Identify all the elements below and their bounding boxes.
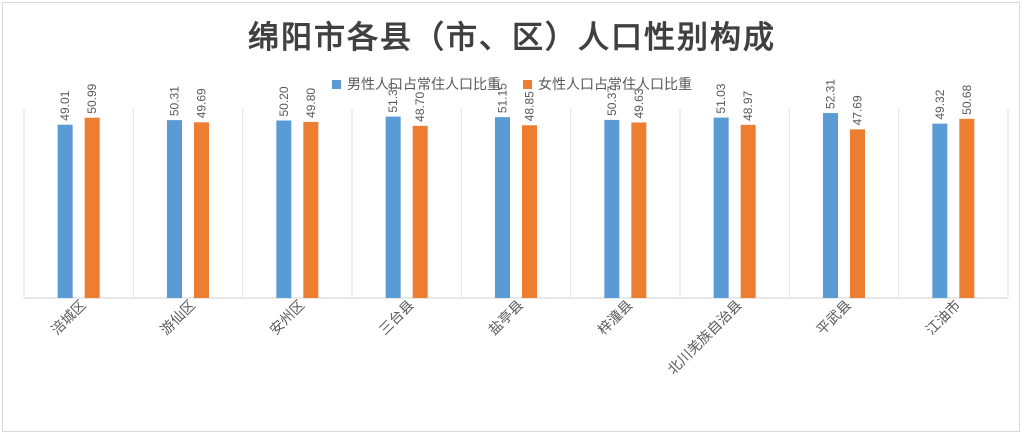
data-label: 50.68	[960, 84, 974, 114]
bar-female-8	[959, 118, 975, 298]
data-label: 49.80	[304, 88, 318, 118]
legend-label-male: 男性人口占常住人口比重	[347, 77, 501, 93]
bar-female-0	[84, 117, 100, 298]
data-label: 51.30	[386, 82, 400, 112]
data-label: 50.37	[605, 86, 619, 116]
category-label: 江油市	[922, 297, 964, 339]
category-label: 平武县	[814, 298, 855, 339]
bar-male-3	[385, 116, 401, 298]
data-label: 50.31	[168, 86, 182, 116]
bar-female-3	[412, 125, 428, 298]
chart-title: 绵阳市各县（市、区）人口性别构成	[248, 20, 776, 56]
data-label: 50.99	[85, 83, 99, 113]
bar-male-2	[276, 120, 292, 298]
legend-swatch-male	[332, 79, 341, 89]
data-label: 48.97	[741, 91, 755, 121]
category-label: 盐亭县	[485, 297, 527, 339]
bar-male-1	[167, 120, 182, 298]
bar-female-4	[522, 125, 537, 298]
legend-label-female: 女性人口占常住人口比重	[538, 77, 692, 93]
bar-male-0	[57, 124, 73, 298]
data-label: 47.69	[851, 95, 865, 125]
data-label: 48.85	[523, 91, 537, 121]
chart-legend: 男性人口占常住人口比重 女性人口占常住人口比重	[0, 74, 1024, 94]
category-label: 安州区	[267, 298, 308, 339]
category-label: 北川羌族自治县	[665, 298, 746, 379]
category-label: 三台县	[376, 298, 417, 339]
bar-female-5	[631, 122, 647, 299]
legend-item-female: 女性人口占常住人口比重	[523, 74, 692, 94]
data-label: 49.32	[933, 89, 947, 119]
bar-female-6	[740, 124, 756, 298]
data-label: 51.03	[714, 83, 728, 113]
data-label: 50.20	[277, 86, 291, 116]
legend-item-male: 男性人口占常住人口比重	[332, 74, 501, 94]
bar-male-5	[604, 119, 620, 299]
legend-swatch-female	[523, 79, 532, 89]
data-label: 49.63	[632, 88, 646, 118]
bar-male-7	[823, 113, 838, 298]
category-label: 游仙区	[158, 298, 199, 339]
category-label: 梓潼县	[594, 297, 636, 339]
bar-male-4	[495, 117, 510, 298]
bar-female-1	[194, 122, 209, 298]
data-label: 52.31	[824, 79, 838, 109]
bar-male-8	[932, 123, 948, 299]
data-label: 49.69	[195, 88, 209, 118]
bar-male-6	[713, 117, 729, 298]
bar-female-7	[850, 129, 865, 298]
data-label: 51.15	[496, 83, 510, 113]
data-label: 48.70	[413, 91, 427, 121]
category-label: 涪城区	[48, 298, 89, 339]
bar-female-2	[303, 121, 319, 299]
data-label: 49.01	[58, 90, 72, 120]
